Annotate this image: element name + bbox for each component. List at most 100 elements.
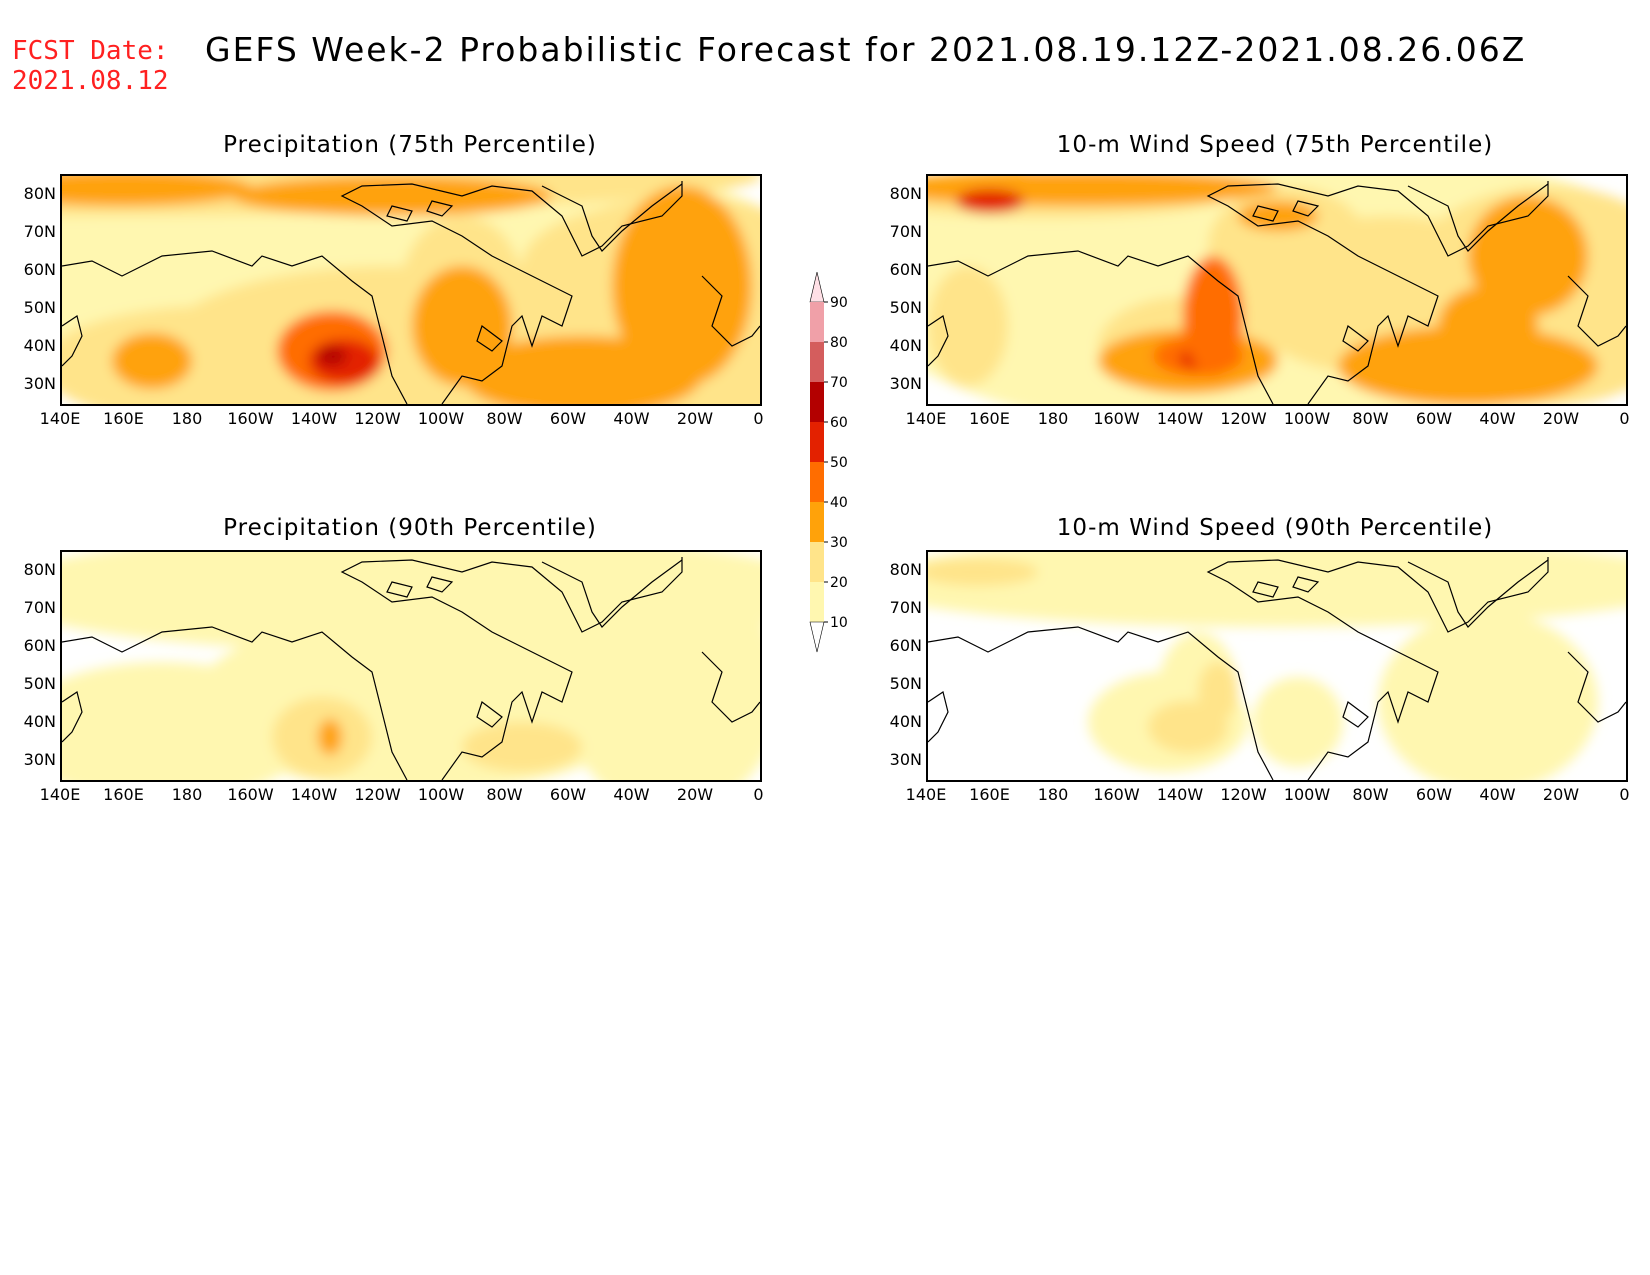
longitude-tick-label: 20W [1542, 409, 1580, 428]
latitude-tick-label: 30N [889, 374, 922, 393]
coastline [1407, 559, 1549, 628]
probability-shade [318, 719, 342, 755]
longitude-tick-label: 60W [549, 785, 587, 804]
longitude-tick-label: 180 [171, 409, 203, 428]
colorbar-swatch [810, 542, 824, 582]
longitude-tick-label: 20W [1542, 785, 1580, 804]
probability-shade [622, 201, 722, 281]
probability-shade [1198, 662, 1238, 722]
coastline [1567, 275, 1626, 347]
colorbar-label: 10 [830, 615, 848, 631]
longitude-tick-label: 80W [486, 785, 523, 804]
probability-shade [462, 722, 582, 772]
colorbar-label: 90 [830, 295, 848, 311]
longitude-tick-label: 80W [486, 409, 523, 428]
longitude-tick-label: 140E [905, 785, 947, 804]
coastline [541, 183, 683, 252]
latitude-tick-label: 80N [889, 560, 922, 579]
probability-shade [1238, 201, 1318, 231]
latitude-tick-label: 70N [889, 598, 922, 617]
longitude-tick-label: 160W [1093, 409, 1140, 428]
coastline [62, 250, 408, 404]
latitude-tick-label: 70N [23, 222, 56, 241]
longitude-tick-label: 100W [1283, 409, 1331, 428]
longitude-tick-label: 0 [753, 785, 764, 804]
longitude-tick-label: 140W [290, 409, 338, 428]
longitude-tick-label: 120W [354, 409, 401, 428]
probability-shade [1253, 677, 1343, 767]
colorbar-label: 30 [830, 535, 848, 551]
longitude-tick-label: 120W [1220, 785, 1267, 804]
latitude-tick-label: 80N [889, 184, 922, 203]
longitude-tick-label: 180 [1037, 409, 1069, 428]
longitude-tick-label: 40W [613, 785, 650, 804]
coastline [386, 581, 413, 598]
probability-shade [112, 333, 192, 389]
forecast-date-value: 2021.08.12 [12, 66, 169, 96]
probability-shade [928, 266, 1008, 386]
longitude-tick-label: 180 [1037, 785, 1069, 804]
colorbar-label: 50 [830, 455, 848, 471]
coastline [426, 200, 454, 217]
longitude-tick-label: 140W [1156, 785, 1204, 804]
map-precip-75 [60, 174, 762, 406]
colorbar-label: 40 [830, 495, 848, 511]
map-precip-90 [60, 550, 762, 782]
longitude-tick-label: 0 [1619, 409, 1630, 428]
probability-shade [562, 572, 760, 780]
longitude-tick-label: 160W [227, 409, 274, 428]
colorbar-swatch [810, 382, 824, 422]
map-canvas [62, 176, 760, 404]
probability-shade [928, 558, 1038, 586]
probability-shade [317, 346, 347, 366]
coastline [701, 275, 760, 347]
longitude-tick-label: 60W [549, 409, 587, 428]
colorbar-swatch [810, 422, 824, 462]
probability-shade [1338, 326, 1598, 404]
latitude-tick-label: 30N [23, 750, 56, 769]
latitude-tick-label: 50N [889, 674, 922, 693]
coastline [426, 576, 454, 593]
map-canvas [928, 176, 1626, 404]
longitude-tick-label: 100W [1283, 785, 1331, 804]
latitude-tick-label: 60N [889, 636, 922, 655]
longitude-tick-label: 140W [1156, 409, 1204, 428]
longitude-tick-label: 160W [1093, 785, 1140, 804]
coastline [340, 557, 683, 780]
longitude-tick-label: 140E [39, 785, 81, 804]
colorbar-top-arrow [809, 272, 825, 303]
longitude-tick-label: 60W [1415, 785, 1453, 804]
panel-title-precip-90: Precipitation (90th Percentile) [223, 515, 597, 541]
coastline [1342, 325, 1369, 352]
coastline [476, 325, 503, 352]
latitude-tick-label: 40N [23, 336, 56, 355]
longitude-tick-label: 100W [417, 409, 465, 428]
panel-title-wind-75: 10-m Wind Speed (75th Percentile) [1056, 132, 1494, 158]
colorbar-label: 60 [830, 415, 848, 431]
coastline [1252, 205, 1279, 222]
longitude-tick-label: 180 [171, 785, 203, 804]
map-wind-75 [926, 174, 1628, 406]
forecast-date-block: FCST Date: 2021.08.12 [12, 36, 169, 96]
coastline [340, 181, 683, 404]
coastline [1206, 181, 1549, 404]
longitude-tick-label: 0 [753, 409, 764, 428]
colorbar: 10 20 30 40 50 60 70 80 90 [809, 272, 848, 653]
coastline [1252, 581, 1279, 598]
map-canvas [62, 552, 760, 780]
latitude-tick-label: 80N [23, 560, 56, 579]
coastline [928, 250, 1274, 404]
coastline [62, 691, 83, 743]
coastline [1567, 651, 1626, 723]
panel-title-precip-75: Precipitation (75th Percentile) [223, 132, 597, 158]
coastline [541, 559, 683, 628]
coastline [928, 691, 949, 743]
longitude-tick-label: 140E [39, 409, 81, 428]
probability-shade [956, 189, 1024, 213]
latitude-tick-label: 30N [23, 374, 56, 393]
probability-shade [1183, 256, 1243, 376]
latitude-tick-label: 70N [889, 222, 922, 241]
longitude-tick-label: 20W [676, 409, 714, 428]
longitude-tick-label: 160E [103, 785, 144, 804]
colorbar-label: 70 [830, 375, 848, 391]
